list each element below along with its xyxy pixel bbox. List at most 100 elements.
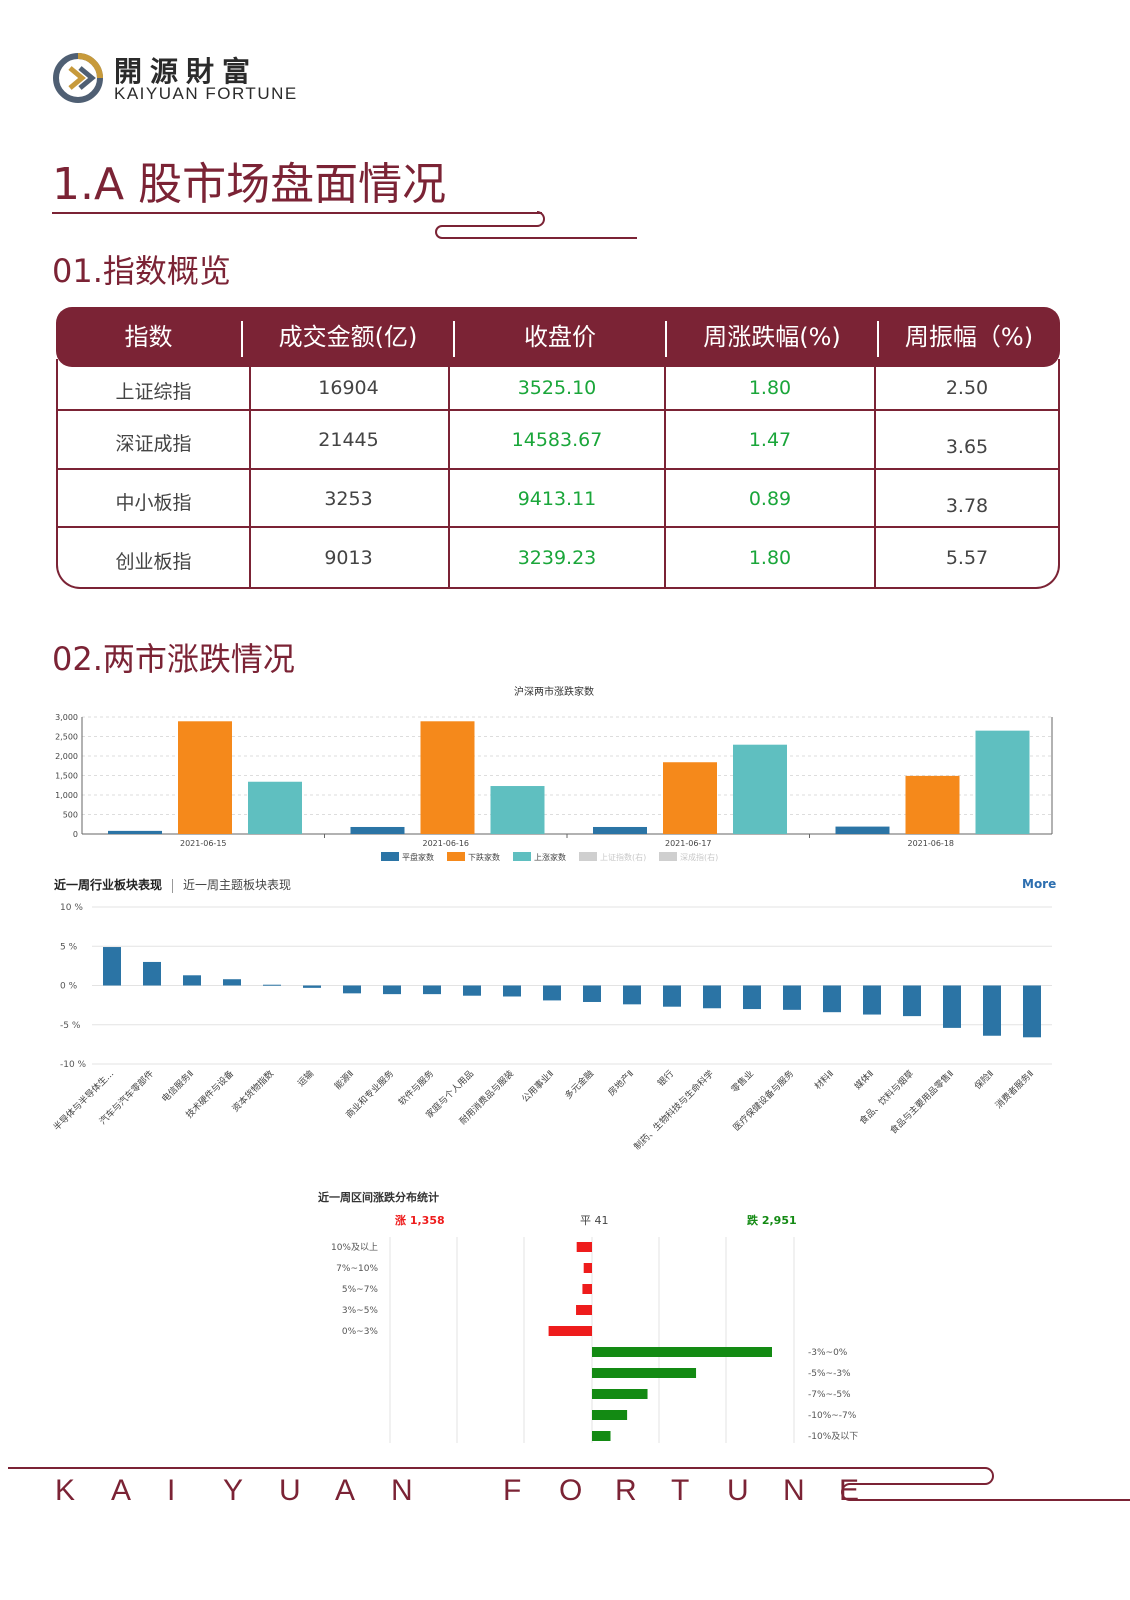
logo-icon: [53, 53, 103, 103]
weekly-amplitude: 3.65: [945, 436, 989, 458]
x-tick-label: 材料Ⅱ: [812, 1068, 836, 1092]
bin-label: 3%~5%: [342, 1306, 379, 1316]
brand-name-cn: 開源財富: [114, 55, 259, 88]
tab-divider: [172, 878, 174, 893]
footer-letter: A: [111, 1474, 132, 1507]
down-bar: [592, 1347, 772, 1357]
sector-bar: [383, 985, 401, 995]
header-amount: 成交金额(亿): [278, 323, 418, 351]
sector-bar: [983, 985, 1001, 1036]
sector-bar: [823, 985, 841, 1013]
footer-letter: I: [167, 1474, 176, 1507]
close-price: 3525.10: [517, 377, 597, 399]
close-price: 14583.67: [511, 429, 603, 451]
weekly-amplitude: 5.57: [945, 547, 989, 569]
bar: [733, 744, 787, 834]
tab-theme-sectors[interactable]: 近一周主题板块表现: [183, 878, 292, 892]
column-divider: [448, 359, 450, 589]
trade-amount: 21445: [318, 429, 379, 451]
footer-letter: N: [783, 1474, 805, 1507]
header-divider: [453, 321, 455, 357]
index-table: 上证综指 16904 3525.10 1.80 2.50 深证成指 21445 …: [56, 307, 1060, 589]
x-tick-label: 制药、生物科技与生命科学: [631, 1068, 716, 1153]
chart-title: 沪深两市涨跌家数: [514, 685, 594, 698]
index-table-body: 上证综指 16904 3525.10 1.80 2.50 深证成指 21445 …: [56, 359, 1060, 589]
weekly-amplitude: 2.50: [945, 377, 989, 399]
column-divider: [249, 359, 251, 589]
sector-bar: [503, 985, 521, 997]
y-tick-label: 2,000: [55, 752, 78, 761]
bar: [108, 830, 162, 834]
x-tick-label: 2021-06-16: [423, 839, 470, 848]
column-divider: [874, 359, 876, 589]
header-divider: [665, 321, 667, 357]
y-tick-label: -10 %: [60, 1060, 87, 1070]
more-link[interactable]: More: [1022, 877, 1057, 891]
sector-bar: [903, 985, 921, 1017]
bar: [593, 826, 647, 834]
sector-bar: [183, 975, 201, 986]
footer-letter: Y: [223, 1474, 244, 1507]
sector-bar: [343, 985, 361, 994]
y-tick-label: 0 %: [60, 982, 78, 992]
weekly-change: 0.89: [748, 488, 792, 510]
bar: [178, 721, 232, 834]
x-tick-label: 软件与服务: [396, 1068, 436, 1108]
sector-bar: [1023, 985, 1041, 1038]
header-weekly-amplitude: 周振幅（%): [904, 323, 1034, 351]
bar: [490, 786, 545, 834]
bin-label: 5%~7%: [342, 1285, 379, 1295]
legend-label: 上涨家数: [534, 852, 566, 862]
sector-bar: [863, 985, 881, 1015]
legend-swatch: [381, 852, 399, 861]
chart-title: 近一周区间涨跌分布统计: [318, 1190, 439, 1204]
up-bar: [583, 1263, 592, 1273]
sector-bar: [223, 979, 241, 986]
y-tick-label: 5 %: [60, 942, 78, 952]
tab-industry-sectors[interactable]: 近一周行业板块表现: [54, 878, 163, 892]
table-row: 创业板指 9013 3239.23 1.80 5.57: [58, 528, 1058, 587]
bin-label: -10%~-7%: [808, 1411, 857, 1421]
sector-bar: [943, 985, 961, 1028]
bar: [350, 826, 405, 834]
y-tick-label: 2,500: [55, 733, 78, 742]
weekly-change: 1.80: [748, 547, 792, 569]
trade-amount: 16904: [318, 377, 379, 399]
x-tick-label: 2021-06-17: [665, 839, 712, 848]
bin-label: -7%~-5%: [808, 1390, 851, 1400]
sector-bar: [303, 985, 321, 988]
down-bar: [592, 1368, 697, 1378]
x-tick-label: 运输: [295, 1068, 316, 1089]
legend-label: 下跌家数: [468, 852, 500, 862]
down-bar: [592, 1389, 648, 1399]
header-divider: [877, 321, 879, 357]
bar: [835, 826, 890, 834]
x-tick-label: 电信服务Ⅱ: [159, 1068, 196, 1105]
footer-letter: N: [391, 1474, 413, 1507]
x-tick-label: 2021-06-18: [908, 839, 955, 848]
legend-swatch: [659, 852, 677, 861]
flat-count: 平 41: [580, 1214, 609, 1227]
index-name: 中小板指: [115, 492, 192, 514]
column-divider: [664, 359, 666, 589]
x-tick-label: 媒体Ⅱ: [852, 1068, 876, 1092]
sector-bar: [543, 985, 561, 1001]
sector-bar: [423, 985, 441, 995]
bin-label: 10%及以上: [331, 1242, 378, 1253]
bin-label: -10%及以下: [808, 1431, 858, 1442]
footer-letter: E: [839, 1474, 860, 1507]
legend-label: 深成指(右): [680, 852, 718, 862]
header-weekly-change: 周涨跌幅(%): [703, 323, 841, 351]
legend-label: 平盘家数: [402, 852, 434, 862]
header-index: 指数: [124, 323, 173, 351]
y-tick-label: 500: [63, 811, 78, 820]
legend-swatch: [447, 852, 465, 861]
y-tick-label: 3,000: [55, 713, 78, 722]
sector-bar: [463, 985, 481, 996]
footer-divider: [8, 1467, 1130, 1501]
x-tick-label: 2021-06-15: [180, 839, 227, 848]
down-bar: [592, 1410, 628, 1420]
sector-bar: [663, 985, 681, 1007]
x-tick-label: 银行: [655, 1068, 676, 1089]
